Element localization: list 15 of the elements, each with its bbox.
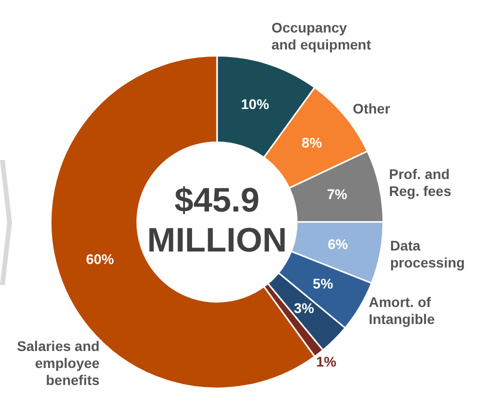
- slice-label: Amort. of Intangible: [368, 294, 436, 328]
- data-label: 10%: [241, 96, 270, 112]
- data-label: 60%: [86, 250, 115, 267]
- slice-label: Other: [352, 100, 391, 117]
- data-label: 1%: [316, 354, 337, 370]
- slice-label: Data processing: [390, 237, 465, 270]
- data-label: 8%: [302, 134, 322, 150]
- data-label: 7%: [326, 186, 348, 202]
- data-label: 3%: [294, 300, 315, 316]
- data-label: 6%: [328, 236, 349, 252]
- slice-label: Occupancy and equipment: [271, 20, 372, 53]
- slice-label: Prof. and Reg. fees: [389, 166, 452, 199]
- text: $45.9 MILLION: [147, 181, 287, 260]
- data-label: 5%: [312, 275, 334, 292]
- slice-label: Salaries and employee benefits: [17, 338, 100, 388]
